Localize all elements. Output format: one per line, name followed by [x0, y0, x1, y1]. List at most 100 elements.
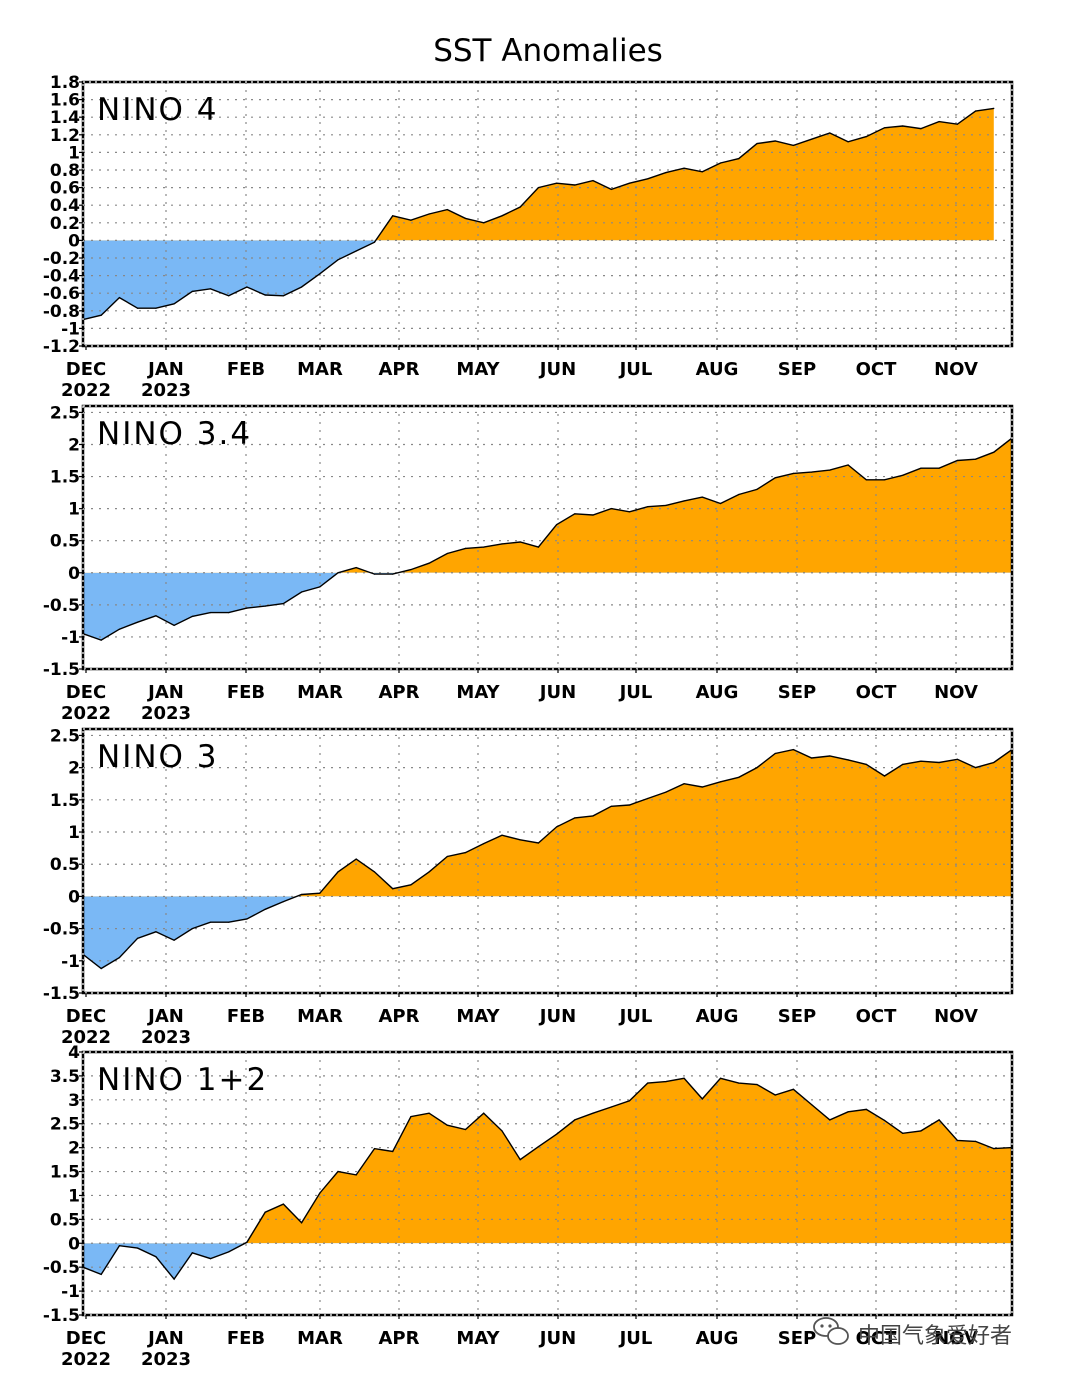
data-point-5: [173, 303, 175, 305]
x-tick-label: NOV: [934, 1328, 978, 1349]
data-point-49: [975, 458, 977, 460]
data-point-10: [264, 1211, 266, 1213]
x-tick-label: MAR: [297, 1328, 343, 1349]
data-point-34: [701, 1098, 703, 1100]
x-tick-label: MAR: [297, 1006, 343, 1027]
data-point-12: [301, 1222, 303, 1224]
data-point-22: [483, 1112, 485, 1114]
data-point-27: [574, 817, 576, 819]
x-tick-label: NOV: [934, 359, 978, 380]
x-tick-label: FEB: [227, 1006, 265, 1027]
data-point-32: [665, 791, 667, 793]
data-point-25: [537, 1146, 540, 1148]
data-point-16: [373, 573, 376, 575]
data-point-20: [446, 552, 448, 555]
data-point-12: [301, 591, 303, 593]
data-point-29: [610, 805, 612, 807]
y-tick-label: 1.5: [50, 468, 80, 488]
x-tick-label: JUL: [618, 359, 653, 380]
data-point-49: [975, 110, 977, 112]
data-point-22: [483, 222, 485, 224]
y-tick-label: 3: [68, 1091, 80, 1111]
y-tick-label: 1.2: [50, 126, 80, 146]
data-point-12: [301, 286, 303, 288]
data-point-9: [246, 286, 248, 288]
y-tick-label: -0.2: [43, 249, 80, 269]
data-point-47: [938, 121, 940, 123]
y-tick-label: -0.6: [43, 284, 80, 304]
data-point-28: [592, 1112, 594, 1114]
x-tick-label: OCT: [856, 359, 898, 380]
data-point-5: [173, 624, 175, 627]
panel-label: NINO 3: [97, 739, 219, 775]
x-tick-label: NOV: [934, 1006, 978, 1027]
y-tick-label: 1.6: [50, 91, 80, 111]
data-point-2: [118, 1245, 120, 1247]
data-point-23: [501, 543, 503, 545]
data-point-47: [938, 761, 940, 764]
data-point-15: [355, 250, 357, 252]
data-point-17: [392, 888, 394, 890]
y-axis: 2.5 2 1.5 1 0.5 0 -0.5 -1 -1.5: [43, 403, 83, 680]
y-tick-label: 0: [68, 1234, 80, 1254]
data-point-34: [701, 171, 703, 173]
data-point-13: [319, 892, 321, 894]
data-point-1: [100, 639, 102, 641]
data-point-24: [519, 839, 521, 841]
data-point-10: [264, 605, 266, 607]
data-point-10: [264, 294, 266, 296]
data-point-20: [446, 855, 448, 858]
data-point-16: [373, 871, 376, 873]
panel-frame-dash: [82, 405, 1013, 670]
negative-anomaly-area: [83, 572, 1012, 641]
data-point-37: [756, 1083, 758, 1086]
data-point-39: [792, 144, 795, 146]
data-point-45: [902, 125, 904, 127]
data-point-7: [209, 1258, 212, 1260]
data-point-42: [847, 759, 849, 761]
y-tick-label: -1.5: [43, 660, 80, 680]
data-point-17: [392, 1150, 394, 1153]
data-point-1: [100, 967, 102, 970]
data-point-39: [792, 1088, 795, 1090]
data-point-44: [883, 479, 886, 481]
data-point-14: [337, 871, 339, 873]
data-point-43: [865, 479, 867, 481]
data-point-33: [683, 783, 685, 785]
y-tick-label: -1: [61, 952, 80, 972]
y-tick-label: -1: [61, 319, 80, 339]
data-points: [82, 437, 1013, 641]
data-point-50: [993, 107, 995, 109]
y-tick-label: 4: [68, 1043, 80, 1063]
data-point-19: [428, 871, 430, 873]
data-point-34: [701, 786, 703, 788]
data-point-22: [483, 546, 485, 548]
chart-panels: 1.81.61.41.210.80.60.40.20-0.2-0.4-0.6-0…: [43, 73, 1014, 1370]
data-point-44: [883, 127, 886, 129]
data-point-33: [683, 167, 685, 169]
data-point-18: [410, 884, 412, 886]
x-tick-label: FEB: [227, 1328, 265, 1349]
x-tick-label: JUN: [538, 1006, 576, 1027]
data-point-41: [829, 1119, 831, 1121]
data-point-37: [756, 488, 758, 490]
data-point-28: [592, 514, 594, 516]
x-tick-label: MAR: [297, 682, 343, 703]
data-point-45: [902, 1132, 904, 1134]
data-point-1: [100, 314, 102, 316]
watermark: 中国气象爱好者: [813, 1317, 1012, 1349]
data-point-36: [738, 1082, 740, 1084]
data-point-44: [883, 1119, 886, 1121]
x-tick-label: MAY: [456, 359, 500, 380]
x-axis: DEC JAN FEB MAR APR MAY JUN JUL AUG SEP OCT NOV 2022…: [61, 993, 978, 1048]
data-point-45: [902, 474, 904, 476]
data-point-26: [556, 524, 558, 526]
y-axis: 2.5 2 1.5 1 0.5 0 -0.5 -1 -1.5: [43, 726, 83, 1004]
x-tick-label: JAN: [146, 682, 184, 703]
y-tick-label: 0: [68, 887, 80, 907]
data-point-24: [519, 206, 521, 208]
data-point-31: [647, 1082, 649, 1084]
y-tick-label: 2.5: [50, 403, 80, 423]
data-point-26: [556, 826, 558, 828]
